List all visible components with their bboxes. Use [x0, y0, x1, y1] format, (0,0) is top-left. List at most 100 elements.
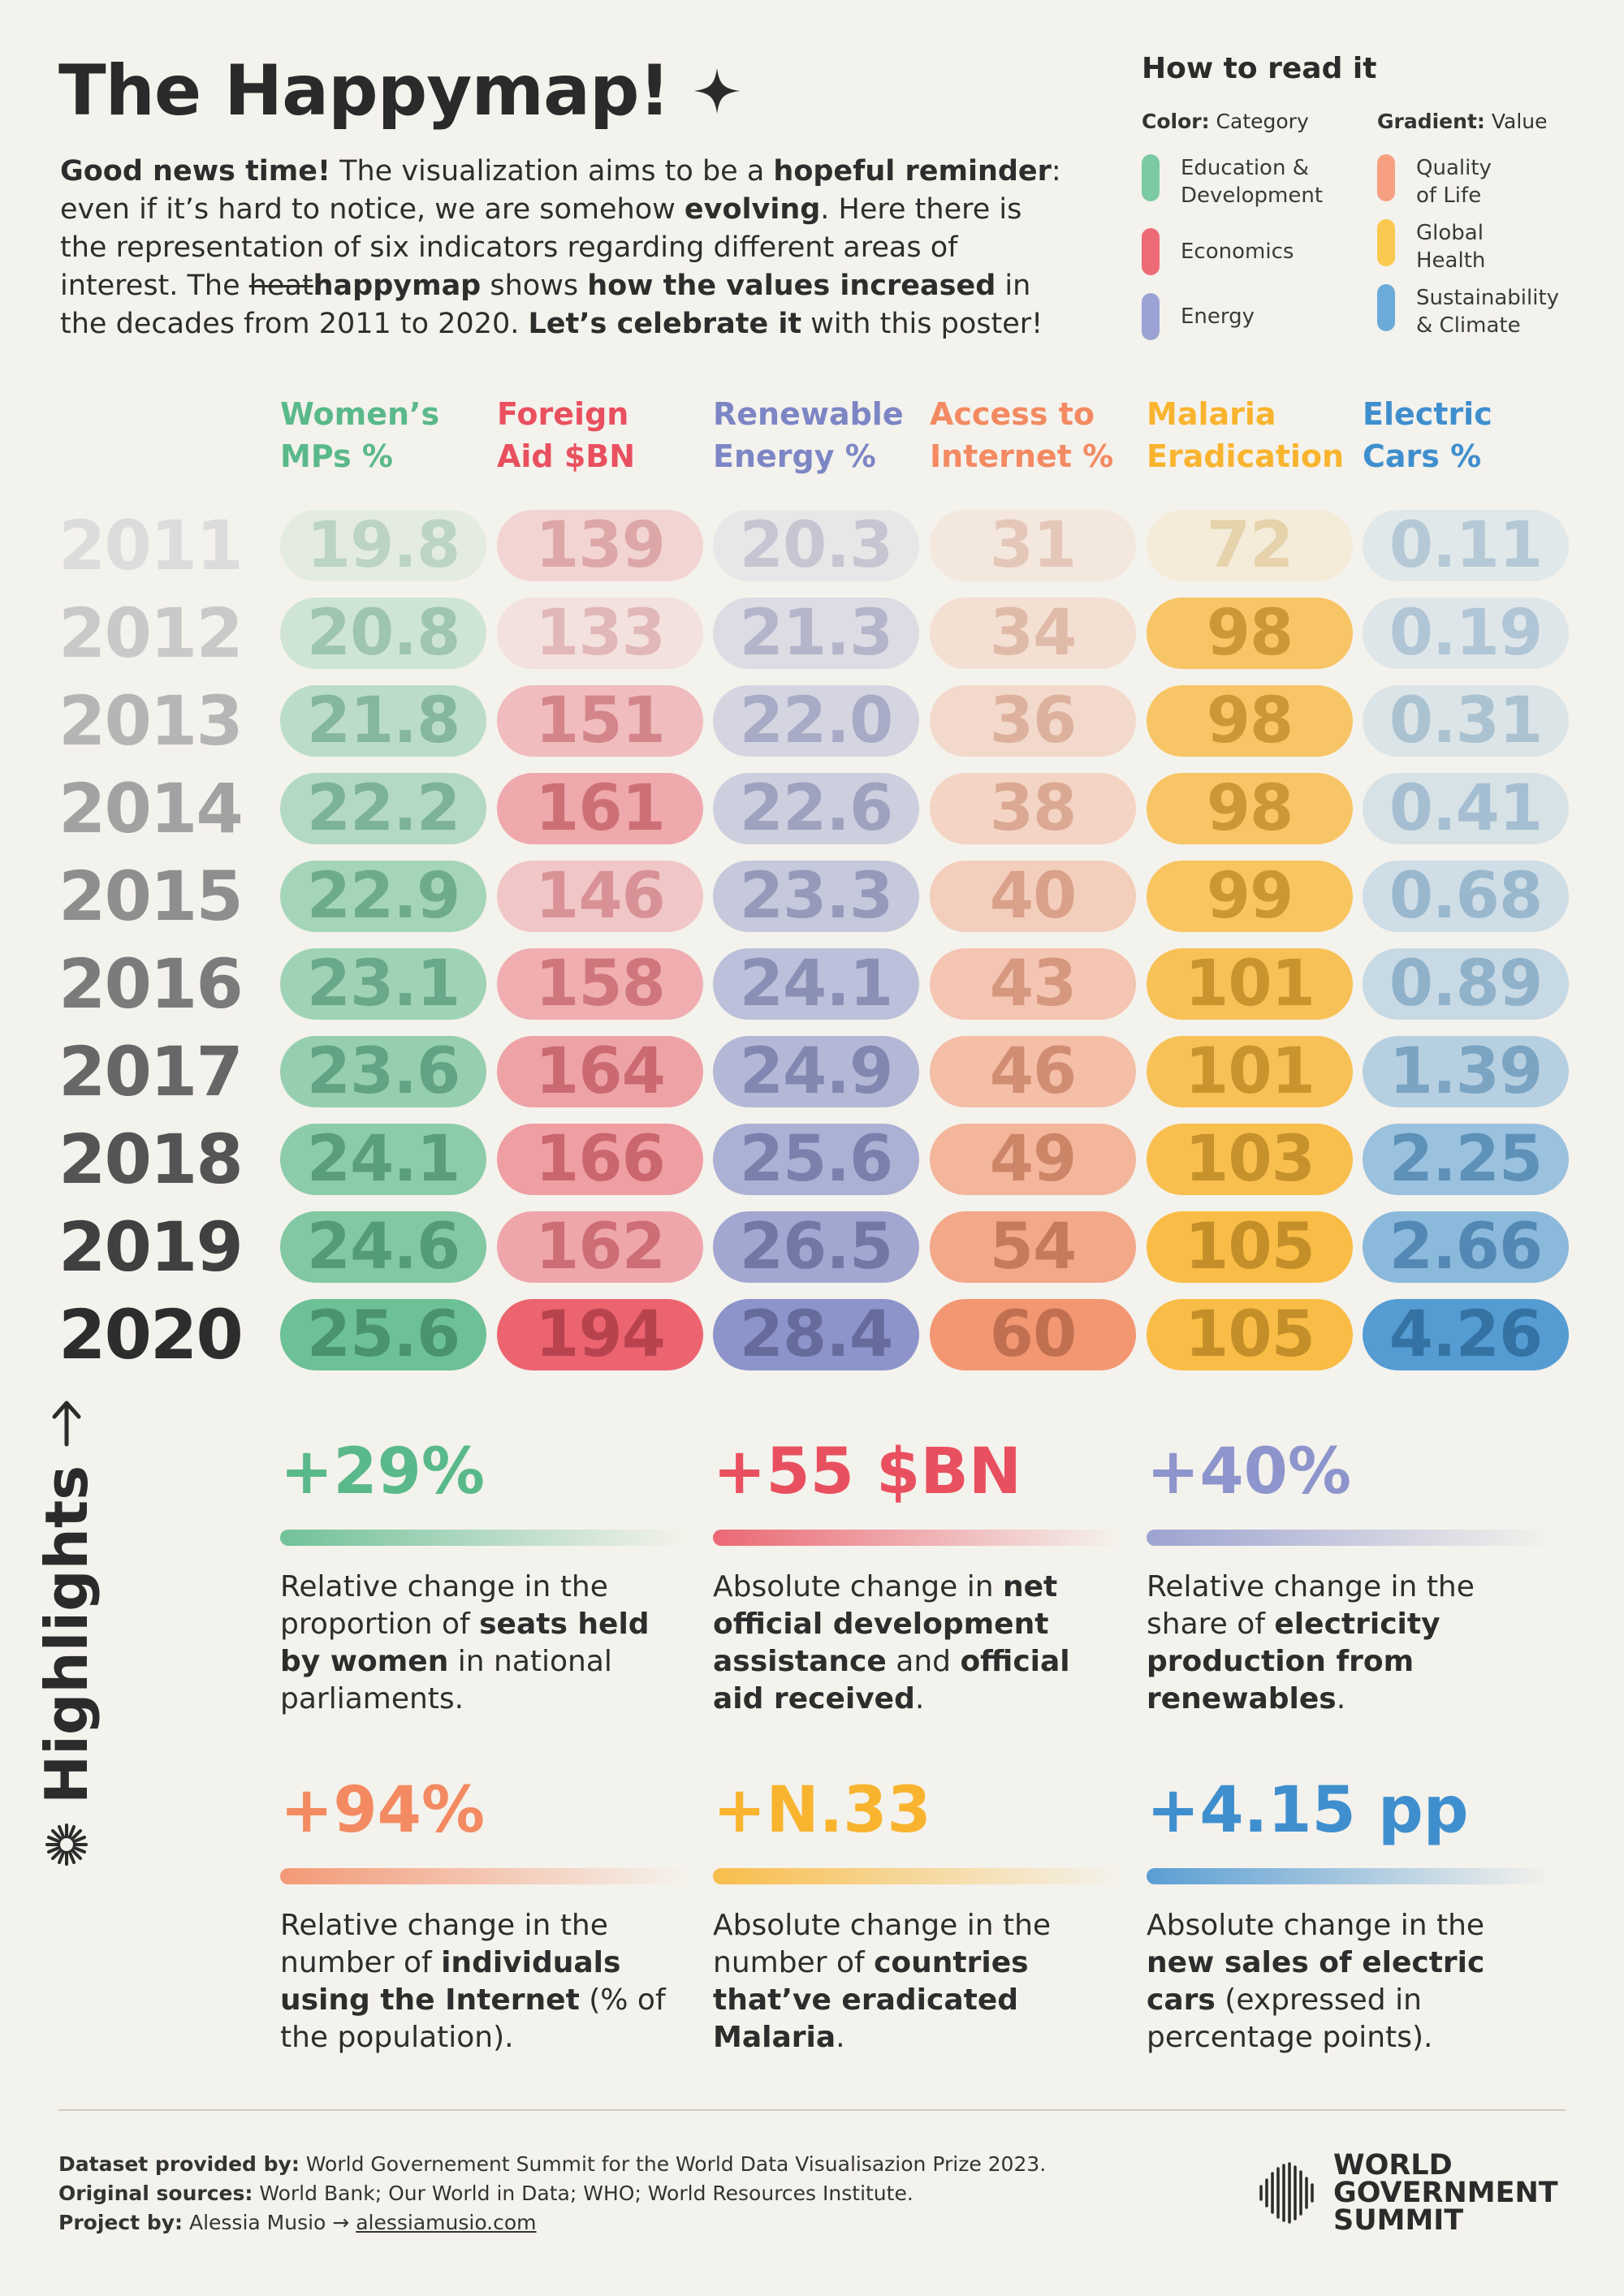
legend-gradient-head: Gradient: Value [1377, 110, 1580, 133]
author-link[interactable]: alessiamusio.com [356, 2211, 537, 2234]
highlight-description: Absolute change in net official developm… [713, 1569, 1111, 1718]
heatmap-cell: 31 [930, 509, 1136, 582]
highlight-bar [280, 1868, 686, 1884]
heatmap-cell: 146 [497, 860, 703, 933]
legend-item-label: Education & Development [1181, 154, 1323, 209]
heatmap-cell: 22.9 [280, 860, 486, 933]
year-label: 2020 [58, 1295, 244, 1375]
footer-label: Original sources: [58, 2182, 253, 2205]
highlight-text: (% of the population). [280, 1983, 666, 2054]
footer-text: World Bank; Our World in Data; WHO; Worl… [253, 2182, 914, 2205]
highlight-bold: seats held by women [280, 1608, 650, 1678]
highlight-bar [1147, 1530, 1553, 1546]
heatmap-cell: 24.6 [280, 1211, 486, 1284]
intro-strike: heat [248, 270, 313, 302]
heatmap-cell: 23.1 [280, 947, 486, 1021]
legend-swatch [1142, 228, 1160, 275]
highlight-card: +N.33 Absolute change in the number of co… [713, 1774, 1119, 2056]
legend-item-label: Sustainability & Climate [1416, 284, 1559, 339]
heatmap-cell: 36 [930, 684, 1136, 757]
highlight-value: +29% [280, 1435, 486, 1508]
column-header: Women’s MPs % [280, 393, 491, 477]
heatmap-cell: 22.6 [713, 772, 919, 845]
highlight-value: +40% [1147, 1435, 1352, 1508]
column-header-line: Foreign [497, 396, 629, 432]
highlight-description: Absolute change in the number of countri… [713, 1907, 1111, 2056]
heatmap-cell: 101 [1147, 1035, 1353, 1108]
highlight-bold: electricity production from renewables [1147, 1608, 1440, 1716]
heatmap-cell: 99 [1147, 860, 1353, 933]
heatmap-cell: 105 [1147, 1298, 1353, 1371]
highlight-description: Relative change in the number of individ… [280, 1907, 678, 2056]
highlight-value: +4.15 pp [1147, 1774, 1469, 1847]
column-header-line: Eradication [1147, 438, 1345, 474]
column-header-line: Internet % [930, 438, 1114, 474]
heatmap-cell: 101 [1147, 947, 1353, 1021]
year-label: 2015 [58, 857, 244, 936]
logo-line: WORLD [1333, 2149, 1453, 2182]
highlight-card: +29% Relative change in the proportion of… [280, 1435, 686, 1718]
heatmap-cell: 49 [930, 1123, 1136, 1196]
heatmap-cell: 0.89 [1363, 947, 1569, 1021]
legend-label-line: Energy [1181, 304, 1255, 329]
legend-item: Sustainability & Climate [1377, 284, 1580, 349]
heatmap-cell: 46 [930, 1035, 1136, 1108]
heatmap-cell: 19.8 [280, 509, 486, 582]
footer-dataset: Dataset provided by: World Governement S… [58, 2150, 1046, 2179]
year-label: 2013 [58, 681, 244, 761]
heatmap-cell: 98 [1147, 684, 1353, 757]
highlight-text: Relative change in the share of [1147, 1570, 1475, 1641]
highlight-description: Absolute change in the new sales of elec… [1147, 1907, 1544, 2056]
year-label: 2012 [58, 593, 244, 673]
column-header: Renewable Energy % [713, 393, 924, 477]
highlight-text: and [886, 1645, 961, 1678]
legend-label-line: Health [1416, 248, 1486, 273]
highlight-text: Relative change in the proportion of [280, 1570, 608, 1641]
footer-divider [58, 2109, 1566, 2111]
heatmap-cell: 40 [930, 860, 1136, 933]
legend-item: Energy [1142, 284, 1345, 349]
legend-category-column: Color: Category Education & Development Ec… [1142, 110, 1345, 349]
highlights-text: Highlights [32, 1465, 101, 1804]
highlight-text: Absolute change in [713, 1570, 1003, 1603]
arrow-right-icon [52, 1400, 81, 1447]
heatmap-cell: 194 [497, 1298, 703, 1371]
footer-project: Project by: Alessia Musio → alessiamusio… [58, 2208, 1046, 2238]
highlight-bold: new sales of electric cars [1147, 1946, 1485, 2017]
intro-text: in the decades from 2011 to 2020. [60, 270, 1031, 340]
highlight-value: +94% [280, 1774, 486, 1847]
highlight-description: Relative change in the proportion of sea… [280, 1569, 678, 1718]
highlight-card: +40% Relative change in the share of elec… [1147, 1435, 1553, 1718]
highlight-bar [713, 1868, 1119, 1884]
highlight-text: Relative change in the number of [280, 1909, 608, 1979]
legend-label-line: of Life [1416, 183, 1482, 208]
highlight-text: . [836, 2021, 845, 2054]
highlight-bold: official aid received [713, 1645, 1070, 1716]
heatmap-cell: 0.31 [1363, 684, 1569, 757]
heatmap-cell: 139 [497, 509, 703, 582]
highlight-text: . [914, 1682, 925, 1716]
heatmap-cell: 22.0 [713, 684, 919, 757]
heatmap-cell: 24.9 [713, 1035, 919, 1108]
heatmap-cell: 158 [497, 947, 703, 1021]
footer-sources: Original sources: World Bank; Our World … [58, 2179, 1046, 2208]
heatmap-cell: 23.3 [713, 860, 919, 933]
heatmap-cell: 54 [930, 1211, 1136, 1284]
footer-text: Alessia Musio → [183, 2211, 356, 2234]
legend-head-label: Gradient: [1377, 110, 1485, 133]
intro-text: . Here there is the representation of si… [60, 193, 1022, 302]
heatmap-cell: 24.1 [713, 947, 919, 1021]
logo-line: SUMMIT [1333, 2204, 1464, 2237]
column-header-line: Cars % [1363, 438, 1482, 474]
legend-item: Quality of Life [1377, 154, 1580, 219]
year-label: 2011 [58, 506, 244, 585]
heatmap-cell: 0.68 [1363, 860, 1569, 933]
highlight-bar [280, 1530, 686, 1546]
heatmap-cell: 21.8 [280, 684, 486, 757]
legend-head-label: Color: [1142, 110, 1210, 133]
legend-color-head: Color: Category [1142, 110, 1345, 133]
legend-item: Economics [1142, 219, 1345, 284]
legend-head-value: Category [1209, 110, 1309, 133]
heatmap-cell: 26.5 [713, 1211, 919, 1284]
sparkle-icon [693, 68, 740, 114]
